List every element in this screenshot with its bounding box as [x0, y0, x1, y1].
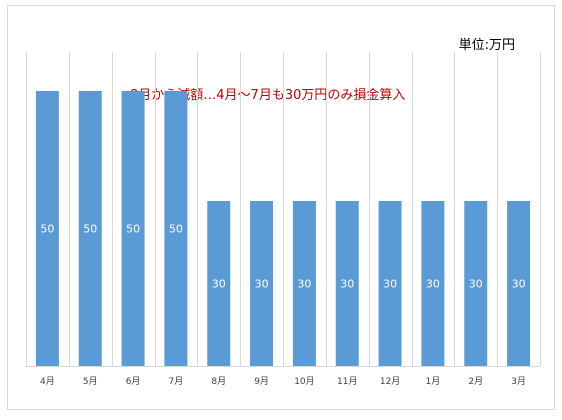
- x-tick-label: 5月: [83, 376, 98, 387]
- bar-2: [78, 91, 102, 366]
- bar-5: [207, 201, 231, 366]
- x-tick-label: 9月: [254, 376, 269, 387]
- data-label: 30: [212, 278, 226, 291]
- x-tick-label: 12月: [380, 376, 400, 387]
- bar-4: [164, 91, 188, 366]
- bar-6: [250, 201, 274, 366]
- data-label: 50: [126, 223, 140, 236]
- bar-3: [121, 91, 145, 366]
- data-label: 30: [469, 278, 483, 291]
- data-label: 50: [83, 223, 97, 236]
- data-label: 50: [169, 223, 183, 236]
- x-tick-label: 1月: [426, 376, 441, 387]
- x-tick-label: 8月: [211, 376, 226, 387]
- bar-8: [335, 201, 359, 366]
- data-label: 30: [512, 278, 526, 291]
- bar-1: [35, 91, 59, 366]
- data-label: 30: [426, 278, 440, 291]
- data-label: 50: [40, 223, 54, 236]
- bar-9: [378, 201, 402, 366]
- x-tick-label: 10月: [294, 376, 314, 387]
- x-tick-label: 3月: [511, 376, 526, 387]
- x-tick-label: 4月: [40, 376, 55, 387]
- x-tick-label: 6月: [126, 376, 141, 387]
- bar-7: [292, 201, 316, 366]
- x-tick-label: 7月: [169, 376, 184, 387]
- x-tick-label: 11月: [337, 376, 357, 387]
- bar-10: [421, 201, 445, 366]
- unit-label: 単位:万円: [458, 38, 515, 53]
- data-label: 30: [383, 278, 397, 291]
- data-label: 30: [340, 278, 354, 291]
- chart-annotation: 8月から減額…4月～7月も30万円のみ損金算入: [130, 88, 406, 103]
- data-label: 30: [297, 278, 311, 291]
- bar-11: [464, 201, 488, 366]
- data-label: 30: [255, 278, 269, 291]
- x-tick-label: 2月: [468, 376, 483, 387]
- bar-12: [507, 201, 531, 366]
